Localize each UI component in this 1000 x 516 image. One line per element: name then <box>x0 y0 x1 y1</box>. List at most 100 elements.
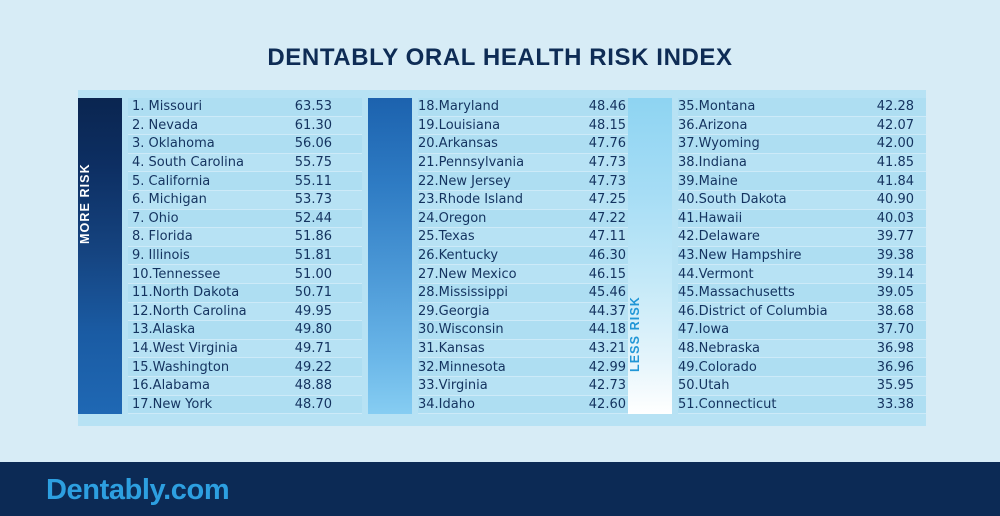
risk-score: 37.70 <box>876 322 914 338</box>
table-row: 29.Georgia 44.37 <box>418 303 640 322</box>
table-row: 39.Maine 41.84 <box>678 172 926 191</box>
state-name: 18.Maryland <box>418 100 499 114</box>
risk-index-panel: MORE RISK 1. Missouri 63.53 2. Nevada 61.30… <box>78 90 926 426</box>
state-name: 42.Delaware <box>678 230 760 244</box>
table-row: 25.Texas 47.11 <box>418 228 640 247</box>
risk-score: 45.46 <box>588 285 626 301</box>
state-name: 32.Minnesota <box>418 360 506 374</box>
table-row: 26.Kentucky 46.30 <box>418 246 640 266</box>
table-row: 38.Indiana 41.85 <box>678 154 926 173</box>
table-row: 30.Wisconsin 44.18 <box>418 321 640 340</box>
risk-score: 36.96 <box>876 359 914 375</box>
state-name: 25.Texas <box>418 230 475 244</box>
state-name: 12.North Carolina <box>132 304 247 318</box>
risk-score: 49.22 <box>294 359 332 375</box>
state-name: 39.Maine <box>678 174 738 188</box>
less-risk-label: LESS RISK <box>628 296 642 372</box>
risk-score: 47.73 <box>588 155 626 171</box>
risk-score: 42.60 <box>588 396 626 412</box>
risk-score: 40.03 <box>876 210 914 226</box>
state-name: 49.Colorado <box>678 360 757 374</box>
state-name: 10.Tennessee <box>132 267 221 281</box>
state-name: 47.Iowa <box>678 323 730 337</box>
state-name: 35.Montana <box>678 100 756 114</box>
risk-score: 39.77 <box>876 229 914 245</box>
risk-column-2: 18.Maryland 48.46 19.Louisiana 48.15 20.Arka… <box>368 90 640 426</box>
risk-score: 49.71 <box>294 341 332 357</box>
state-name: 36.Arizona <box>678 118 748 132</box>
risk-score: 49.95 <box>294 303 332 319</box>
risk-score: 48.46 <box>588 99 626 115</box>
state-name: 27.New Mexico <box>418 267 517 281</box>
risk-score: 46.30 <box>588 248 626 264</box>
risk-score: 43.21 <box>588 341 626 357</box>
state-name: 46.District of Columbia <box>678 304 828 318</box>
risk-score: 33.38 <box>876 396 914 412</box>
state-name: 38.Indiana <box>678 156 747 170</box>
risk-column-3: LESS RISK 35.Montana 42.28 36.Arizona 42.07… <box>628 90 926 426</box>
risk-score: 48.88 <box>294 378 332 394</box>
state-name: 24.Oregon <box>418 211 487 225</box>
mid-risk-gradient-bar <box>368 98 412 414</box>
more-risk-gradient-bar: MORE RISK <box>78 98 122 414</box>
risk-score: 39.38 <box>876 248 914 264</box>
state-name: 21.Pennsylvania <box>418 156 525 170</box>
table-row: 6. Michigan 53.73 <box>128 191 362 210</box>
risk-score: 39.14 <box>876 266 914 282</box>
risk-score: 35.95 <box>876 378 914 394</box>
state-name: 6. Michigan <box>132 193 207 207</box>
table-row: 3. Oklahoma 56.06 <box>128 135 362 154</box>
state-name: 28.Mississippi <box>418 286 508 300</box>
table-row: 13.Alaska 49.80 <box>128 321 362 340</box>
table-row: 10.Tennessee 51.00 <box>128 265 362 284</box>
state-name: 30.Wisconsin <box>418 323 504 337</box>
table-row: 20.Arkansas 47.76 <box>418 135 640 154</box>
state-name: 48.Nebraska <box>678 342 760 356</box>
table-row: 50.Utah 35.95 <box>678 377 926 396</box>
table-row: 8. Florida 51.86 <box>128 228 362 247</box>
state-name: 33.Virginia <box>418 379 488 393</box>
table-row: 35.Montana 42.28 <box>678 98 926 117</box>
risk-score: 47.73 <box>588 173 626 189</box>
state-name: 45.Massachusetts <box>678 286 795 300</box>
table-row: 32.Minnesota 42.99 <box>418 358 640 377</box>
state-name: 19.Louisiana <box>418 118 501 132</box>
risk-score: 46.15 <box>588 266 626 282</box>
state-name: 29.Georgia <box>418 304 490 318</box>
risk-score: 44.37 <box>588 303 626 319</box>
risk-rows-column-3: 35.Montana 42.28 36.Arizona 42.07 37.Wyoming… <box>678 98 926 415</box>
table-row: 19.Louisiana 48.15 <box>418 117 640 136</box>
risk-score: 47.76 <box>588 136 626 152</box>
risk-rows-column-2: 18.Maryland 48.46 19.Louisiana 48.15 20.Arka… <box>418 98 640 415</box>
risk-score: 36.98 <box>876 341 914 357</box>
risk-score: 55.75 <box>294 155 332 171</box>
table-row: 34.Idaho 42.60 <box>418 395 640 415</box>
state-name: 8. Florida <box>132 230 193 244</box>
state-name: 5. California <box>132 174 211 188</box>
risk-score: 42.99 <box>588 359 626 375</box>
state-name: 22.New Jersey <box>418 174 511 188</box>
risk-score: 56.06 <box>294 136 332 152</box>
table-row: 12.North Carolina 49.95 <box>128 303 362 322</box>
table-row: 1. Missouri 63.53 <box>128 98 362 117</box>
risk-score: 47.22 <box>588 210 626 226</box>
table-row: 48.Nebraska 36.98 <box>678 340 926 359</box>
table-row: 7. Ohio 52.44 <box>128 209 362 229</box>
risk-score: 47.25 <box>588 192 626 208</box>
state-name: 3. Oklahoma <box>132 137 215 151</box>
table-row: 43.New Hampshire 39.38 <box>678 246 926 266</box>
state-name: 7. Ohio <box>132 211 179 225</box>
risk-score: 42.28 <box>876 99 914 115</box>
table-row: 18.Maryland 48.46 <box>418 98 640 117</box>
table-row: 17.New York 48.70 <box>128 395 362 415</box>
state-name: 20.Arkansas <box>418 137 498 151</box>
table-row: 45.Massachusetts 39.05 <box>678 283 926 303</box>
risk-score: 49.80 <box>294 322 332 338</box>
dentably-logo[interactable]: Dentably.com <box>46 474 230 506</box>
state-name: 14.West Virginia <box>132 342 238 356</box>
table-row: 49.Colorado 36.96 <box>678 358 926 377</box>
state-name: 11.North Dakota <box>132 286 240 300</box>
table-row: 16.Alabama 48.88 <box>128 377 362 396</box>
risk-score: 42.00 <box>876 136 914 152</box>
